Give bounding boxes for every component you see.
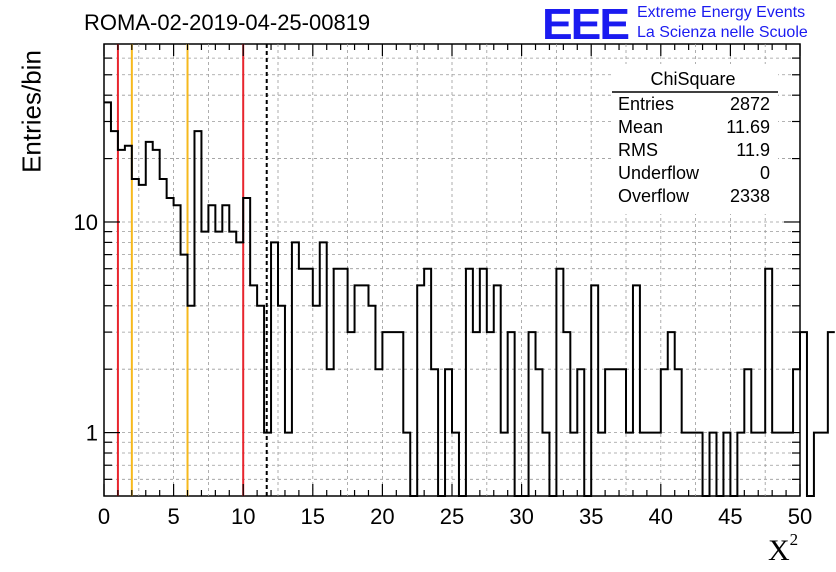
histogram-outline [104, 101, 835, 497]
stats-label: Mean [618, 117, 663, 137]
x-tick-label: 25 [440, 504, 464, 529]
chart-title: ROMA-02-2019-04-25-00819 [84, 10, 371, 35]
x-tick-label: 5 [167, 504, 179, 529]
x-tick-label: 15 [301, 504, 325, 529]
stats-value: 11.69 [726, 117, 770, 137]
stats-value: 0 [760, 163, 770, 183]
stats-box-bg [612, 64, 778, 214]
x-tick-label: 40 [649, 504, 673, 529]
x-tick-label: 45 [718, 504, 742, 529]
x-tick-label: 35 [579, 504, 603, 529]
x-tick-label: 0 [98, 504, 110, 529]
x-axis-label-text: X2 [768, 530, 799, 567]
y-tick-label: 10 [74, 210, 98, 235]
x-axis-label-superscript: 2 [789, 530, 799, 549]
stats-value: 2872 [730, 94, 770, 114]
x-tick-label: 10 [231, 504, 255, 529]
stats-label: Entries [618, 94, 674, 114]
stats-box: ChiSquare Entries 2872 Mean 11.69 RMS 11.9 Unde… [612, 64, 778, 214]
x-tick-label: 20 [370, 504, 394, 529]
x-tick-label: 30 [509, 504, 533, 529]
histogram [104, 101, 835, 497]
y-axis-label: Entries/bin [16, 50, 47, 173]
stats-value: 11.9 [736, 140, 770, 160]
stats-value: 2338 [730, 186, 770, 206]
y-tick-label: 1 [86, 421, 98, 446]
tick-labels: 0 5 10 15 20 25 30 35 40 45 50 1 10 [74, 210, 813, 529]
stats-label: Underflow [618, 163, 700, 183]
stats-label: Overflow [618, 186, 690, 206]
logo-text-line2: La Scienza nelle Scuole [637, 24, 808, 41]
stats-box-title: ChiSquare [650, 69, 735, 89]
x-axis-label: X2 [768, 530, 799, 568]
x-tick-label: 50 [788, 504, 812, 529]
axis-ticks [103, 44, 801, 496]
logo-text-line1: Extreme Energy Events [637, 4, 806, 21]
reference-lines [116, 44, 268, 496]
stats-label: RMS [618, 140, 658, 160]
eee-logo: EEE [542, 0, 630, 49]
